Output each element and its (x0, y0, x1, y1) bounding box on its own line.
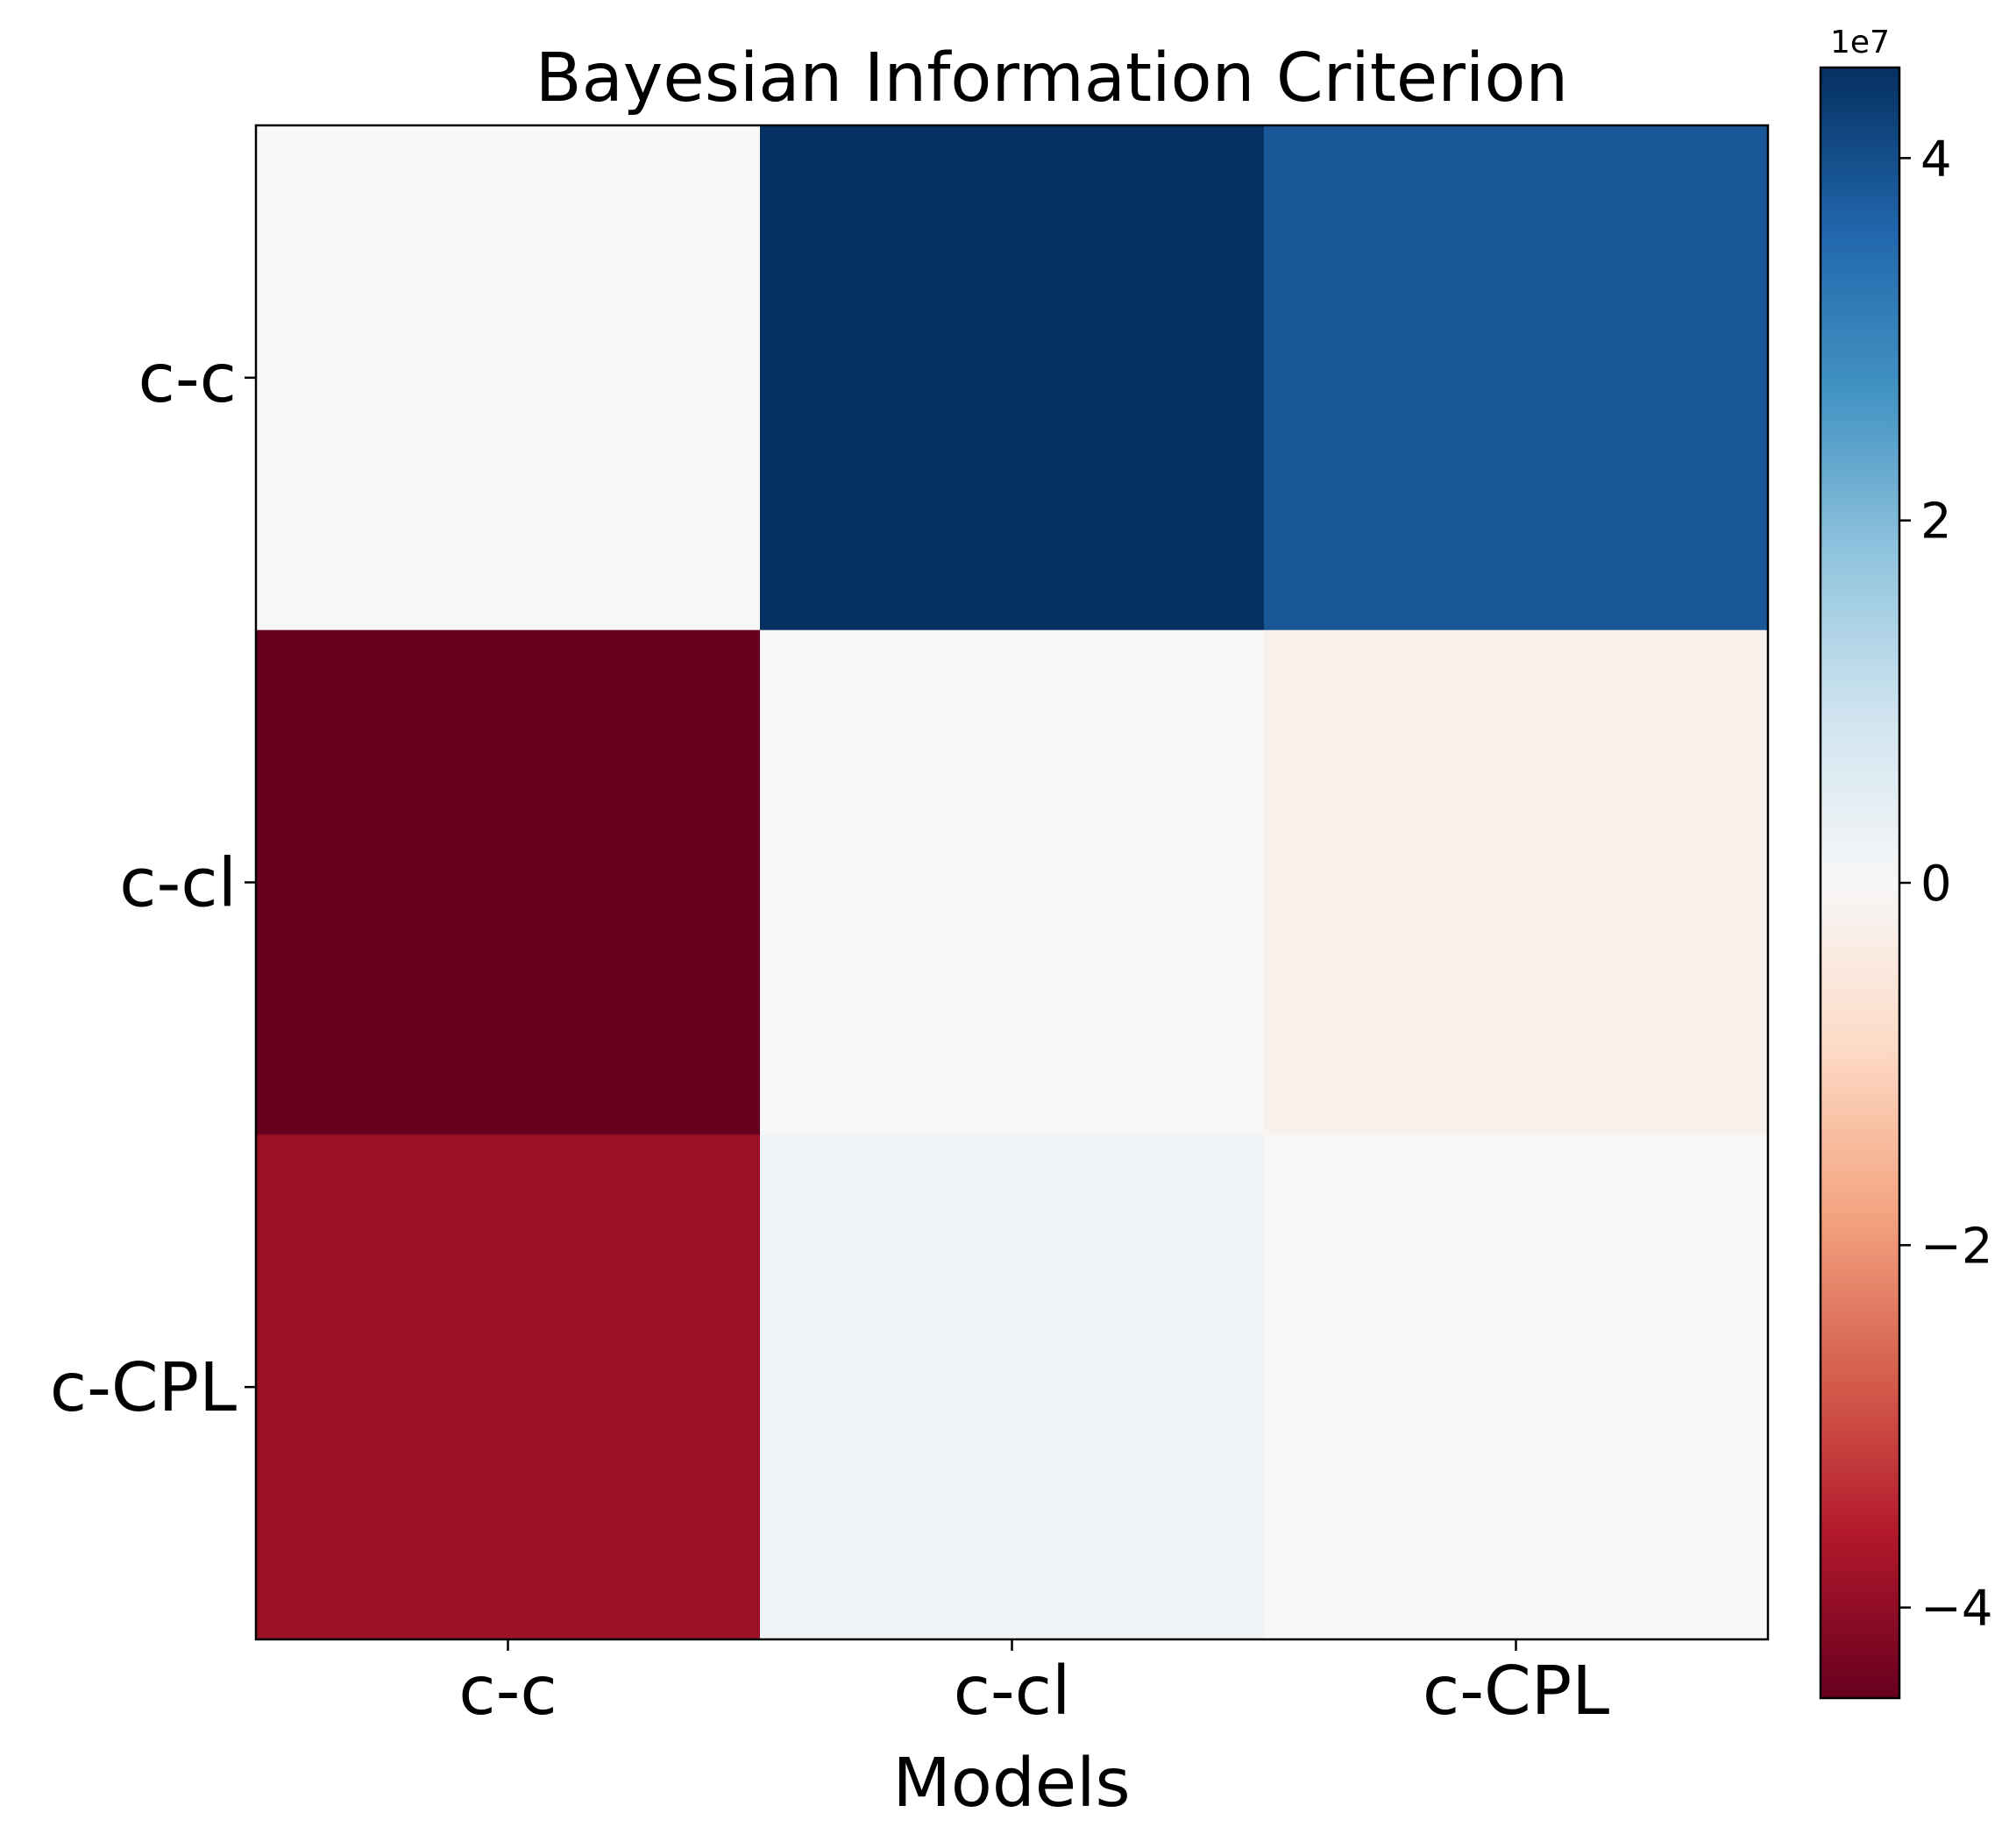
x-axis-label: Models (892, 1745, 1130, 1823)
heatmap-cell (760, 1134, 1265, 1640)
heatmap-cell (1264, 629, 1769, 1135)
heatmap-cell (256, 125, 761, 631)
heatmap-cell (1264, 1134, 1769, 1640)
heatmap-cell (256, 1134, 761, 1640)
x-tick-label: c-cl (954, 1653, 1071, 1731)
heatmap-cell (760, 125, 1265, 631)
y-tick-label: c-c (138, 340, 237, 418)
colorbar-tick-label: 0 (1920, 856, 1952, 913)
colorbar-multiplier: 1e7 (1830, 25, 1890, 60)
y-tick-label: c-CPL (50, 1349, 237, 1427)
heatmap-cell (760, 629, 1265, 1135)
heatmap-cell (256, 629, 761, 1135)
x-tick-label: c-CPL (1423, 1653, 1609, 1731)
colorbar-tick-label: 4 (1920, 131, 1952, 188)
colorbar (1819, 66, 1901, 1700)
x-tick-label: c-c (458, 1653, 557, 1731)
heatmap-cells (256, 125, 1769, 1640)
y-axis-ticks: c-c c-cl c-CPL (50, 340, 256, 1427)
colorbar-tick-label: −2 (1920, 1218, 1993, 1275)
chart-title: Bayesian Information Criterion (536, 39, 1568, 117)
colorbar-tick-label: 2 (1920, 494, 1952, 551)
heatmap-cell (1264, 125, 1769, 631)
colorbar-ticks: −4 −2 0 2 4 (1899, 131, 1993, 1638)
colorbar-tick-label: −4 (1920, 1581, 1993, 1638)
x-axis-ticks: c-c c-cl c-CPL (458, 1639, 1609, 1731)
y-tick-label: c-cl (119, 845, 237, 923)
